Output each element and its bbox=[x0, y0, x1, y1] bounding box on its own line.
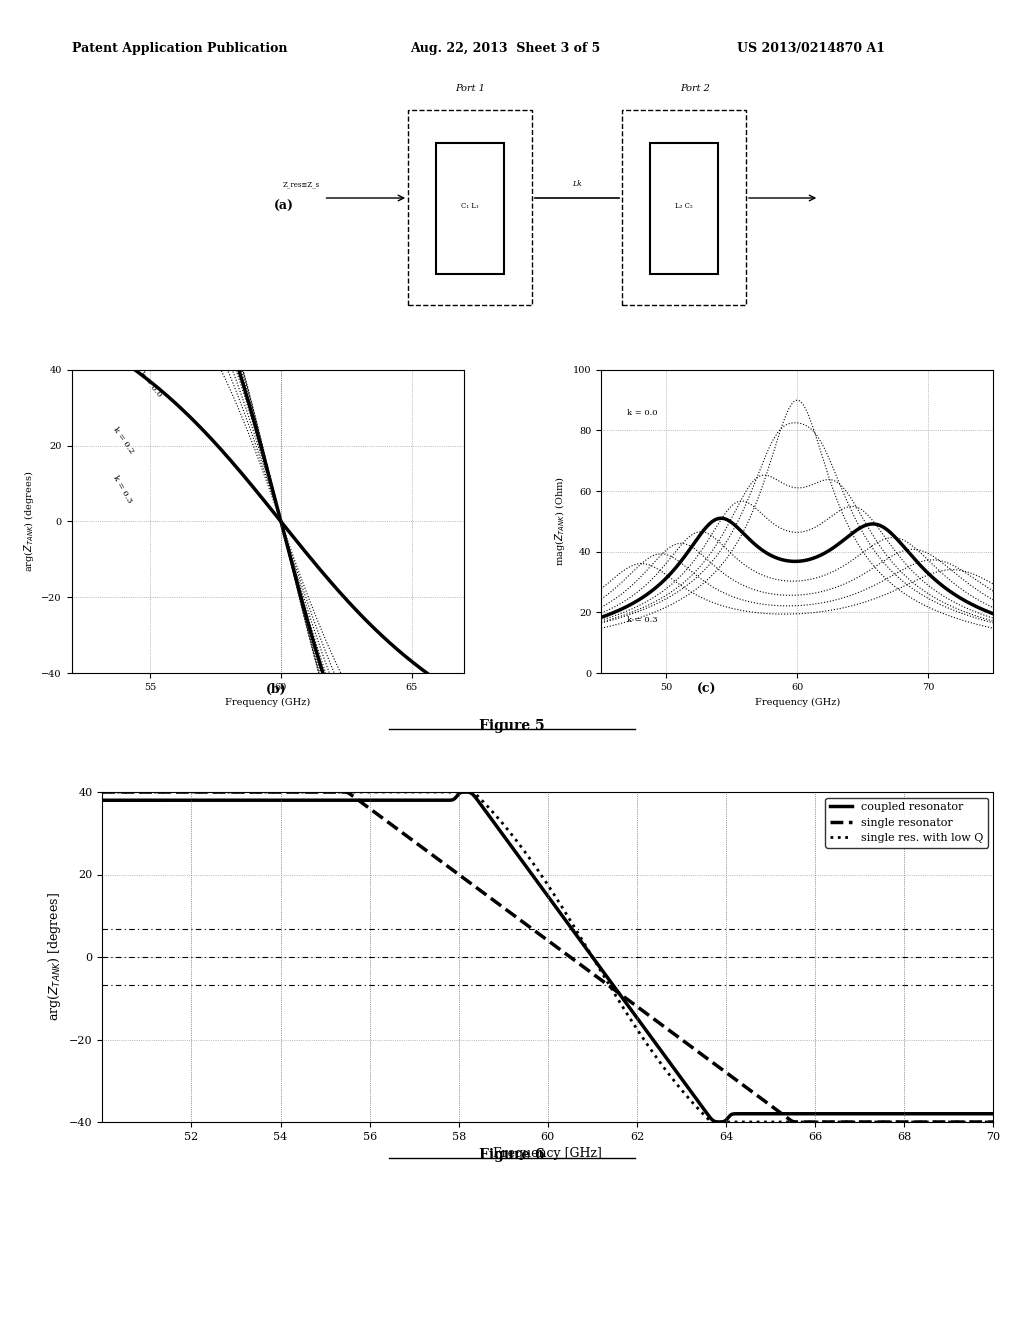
Text: Aug. 22, 2013  Sheet 3 of 5: Aug. 22, 2013 Sheet 3 of 5 bbox=[410, 42, 600, 55]
single res. with low Q bbox=[488, 807, 501, 822]
Text: (c): (c) bbox=[696, 682, 717, 696]
single res. with low Q bbox=[187, 784, 200, 800]
Bar bbox=[408, 110, 532, 305]
Text: C₁ L₁: C₁ L₁ bbox=[461, 202, 479, 210]
Text: Patent Application Publication: Patent Application Publication bbox=[72, 42, 287, 55]
single res. with low Q bbox=[709, 1114, 721, 1130]
Text: k = 0.0: k = 0.0 bbox=[137, 370, 163, 399]
Text: (b): (b) bbox=[266, 682, 287, 696]
Line: single res. with low Q: single res. with low Q bbox=[102, 792, 993, 1122]
coupled resonator bbox=[709, 1114, 721, 1130]
Text: k = 0.2: k = 0.2 bbox=[111, 425, 135, 455]
single res. with low Q bbox=[987, 1114, 999, 1130]
single resonator bbox=[795, 1114, 807, 1130]
single resonator bbox=[457, 870, 469, 886]
coupled resonator bbox=[96, 792, 109, 808]
Text: Z_res≡Z_s: Z_res≡Z_s bbox=[283, 180, 319, 189]
X-axis label: Frequency (GHz): Frequency (GHz) bbox=[225, 697, 310, 706]
Text: k = 0.3: k = 0.3 bbox=[111, 474, 133, 504]
single res. with low Q bbox=[457, 784, 469, 800]
coupled resonator bbox=[987, 1106, 999, 1122]
Text: Port 1: Port 1 bbox=[455, 84, 485, 94]
coupled resonator bbox=[714, 1114, 726, 1130]
Text: Figure 5: Figure 5 bbox=[479, 719, 545, 734]
Line: coupled resonator: coupled resonator bbox=[102, 792, 993, 1122]
single res. with low Q bbox=[706, 1114, 718, 1130]
single resonator bbox=[488, 894, 501, 909]
single resonator bbox=[987, 1114, 999, 1130]
coupled resonator bbox=[793, 1106, 805, 1122]
Text: US 2013/0214870 A1: US 2013/0214870 A1 bbox=[737, 42, 886, 55]
Text: (a): (a) bbox=[274, 199, 294, 213]
single resonator bbox=[808, 1114, 820, 1130]
single res. with low Q bbox=[96, 784, 109, 800]
X-axis label: Frequency [GHz]: Frequency [GHz] bbox=[494, 1147, 602, 1160]
Line: single resonator: single resonator bbox=[102, 792, 993, 1122]
Y-axis label: arg($Z_{TANK}$) [degrees]: arg($Z_{TANK}$) [degrees] bbox=[46, 892, 63, 1022]
Text: Port 2: Port 2 bbox=[680, 84, 711, 94]
X-axis label: Frequency (GHz): Frequency (GHz) bbox=[755, 697, 840, 706]
Text: Lk: Lk bbox=[572, 180, 582, 189]
single resonator bbox=[96, 784, 109, 800]
Bar bbox=[623, 110, 745, 305]
Legend: coupled resonator, single resonator, single res. with low Q: coupled resonator, single resonator, sin… bbox=[825, 797, 988, 847]
Y-axis label: arg($Z_{TANK}$) (degrees): arg($Z_{TANK}$) (degrees) bbox=[22, 471, 36, 572]
single resonator bbox=[791, 1114, 803, 1130]
Text: L₂ C₂: L₂ C₂ bbox=[675, 202, 693, 210]
coupled resonator bbox=[489, 817, 502, 833]
coupled resonator bbox=[809, 1106, 821, 1122]
coupled resonator bbox=[459, 784, 471, 800]
Text: Figure 6: Figure 6 bbox=[479, 1148, 545, 1163]
single resonator bbox=[708, 1056, 720, 1072]
Bar bbox=[650, 144, 718, 275]
single res. with low Q bbox=[792, 1114, 804, 1130]
Bar bbox=[436, 144, 504, 275]
single res. with low Q bbox=[808, 1114, 820, 1130]
single resonator bbox=[187, 784, 200, 800]
Text: k = 0.0: k = 0.0 bbox=[628, 409, 657, 417]
coupled resonator bbox=[187, 792, 200, 808]
Y-axis label: mag($Z_{TANK}$) (Ohm): mag($Z_{TANK}$) (Ohm) bbox=[553, 477, 567, 566]
coupled resonator bbox=[457, 784, 469, 800]
Text: k = 0.3: k = 0.3 bbox=[628, 615, 657, 623]
